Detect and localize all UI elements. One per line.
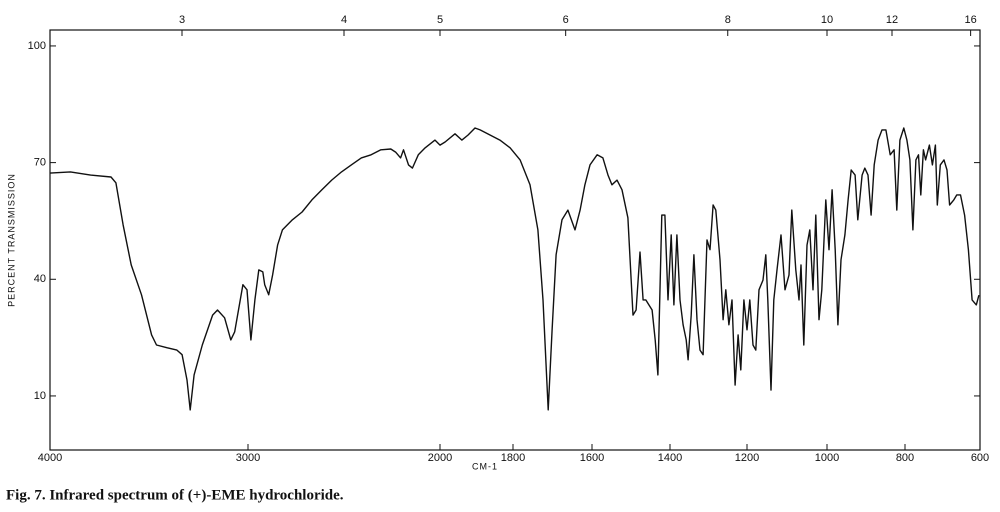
x-axis-title: CM-1 <box>472 461 498 471</box>
x-tick-label: 1600 <box>580 452 604 464</box>
y-tick-label: 10 <box>34 390 46 402</box>
y-axis-title: PERCENT TRANSMISSION <box>6 173 16 307</box>
spectrum-line <box>49 127 980 411</box>
plot-frame <box>49 29 981 451</box>
x-tick-label: 600 <box>971 452 989 464</box>
x-tick-label: 1000 <box>815 452 839 464</box>
x-tick-label: 1200 <box>735 452 759 464</box>
x-tick-label: 1800 <box>501 452 525 464</box>
x2-tick-label: 5 <box>437 14 443 26</box>
x2-tick-label: 6 <box>563 14 569 26</box>
x2-tick-label: 4 <box>341 14 347 26</box>
x2-tick-label: 10 <box>821 14 833 26</box>
x-tick-label: 2000 <box>428 452 452 464</box>
x2-tick-label: 12 <box>886 14 898 26</box>
caption: Fig. 7. Infrared spectrum of (+)-EME hyd… <box>6 487 344 503</box>
x-tick-label: 800 <box>896 452 914 464</box>
x-tick-label: 4000 <box>38 452 62 464</box>
y-tick-label: 40 <box>34 273 46 285</box>
x2-tick-label: 16 <box>965 14 977 26</box>
x2-tick-label: 3 <box>179 14 185 26</box>
y-tick-label: 70 <box>34 157 46 169</box>
x2-tick-label: 8 <box>725 14 731 26</box>
x-tick-label: 1400 <box>658 452 682 464</box>
y-tick-label: 100 <box>28 40 46 52</box>
x-tick-label: 3000 <box>236 452 260 464</box>
